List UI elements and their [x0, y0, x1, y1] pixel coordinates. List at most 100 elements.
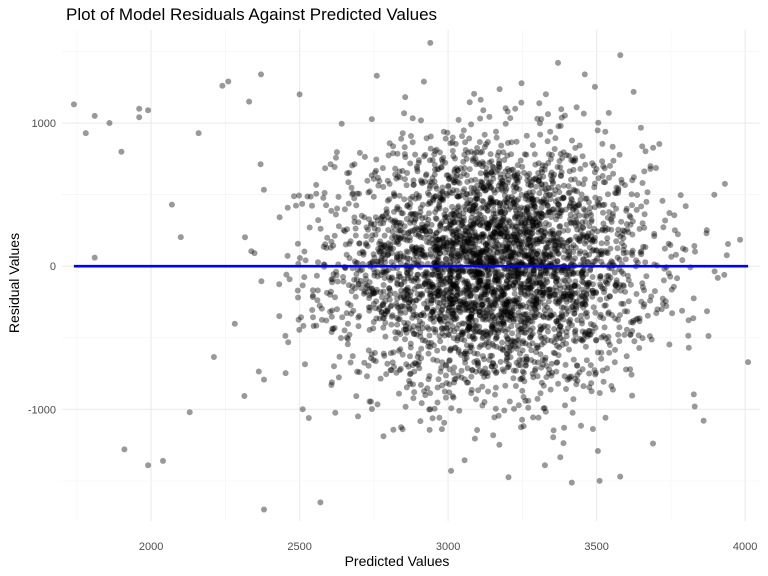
data-point — [491, 277, 498, 284]
data-point — [552, 271, 559, 277]
data-point — [530, 267, 537, 274]
data-point — [583, 238, 590, 245]
data-point — [447, 347, 454, 354]
data-point — [386, 285, 393, 292]
data-point — [575, 180, 582, 187]
data-point — [511, 405, 517, 412]
data-point — [425, 234, 432, 241]
data-point — [459, 268, 466, 274]
data-point — [579, 274, 586, 281]
data-point — [387, 246, 394, 252]
data-point — [636, 315, 643, 322]
data-point — [370, 251, 377, 258]
data-point — [423, 171, 430, 178]
data-point — [484, 329, 491, 336]
data-point — [432, 183, 439, 190]
data-point — [422, 214, 429, 221]
data-point — [454, 193, 461, 200]
data-point — [344, 341, 351, 348]
data-point — [476, 283, 483, 290]
data-point — [447, 274, 454, 281]
data-point — [517, 284, 524, 291]
data-point — [527, 243, 534, 249]
data-point — [363, 289, 370, 296]
data-point — [723, 252, 730, 259]
data-point — [505, 140, 511, 146]
data-point — [593, 247, 600, 254]
data-point — [573, 306, 580, 312]
data-point — [514, 322, 521, 329]
data-point — [385, 152, 392, 159]
data-point — [392, 165, 399, 172]
data-point — [517, 286, 524, 293]
data-point — [526, 236, 533, 243]
data-point — [309, 294, 316, 300]
data-point — [554, 359, 561, 366]
data-point — [532, 176, 539, 183]
data-point — [558, 296, 565, 303]
data-point — [515, 342, 522, 349]
data-point — [464, 365, 471, 372]
data-point — [494, 293, 501, 299]
data-point — [550, 349, 557, 356]
data-point — [371, 349, 378, 356]
data-point — [616, 324, 623, 331]
data-point — [466, 314, 473, 321]
data-point — [462, 348, 469, 355]
data-point — [453, 227, 459, 234]
data-point — [396, 192, 403, 199]
data-point — [481, 131, 488, 138]
data-point — [344, 170, 351, 177]
data-point — [404, 272, 411, 279]
data-point — [484, 139, 491, 145]
data-point — [359, 248, 366, 255]
data-point — [498, 185, 505, 192]
data-point — [473, 195, 480, 202]
data-point — [525, 404, 532, 411]
data-point — [467, 292, 474, 299]
data-point — [492, 273, 499, 280]
data-point — [504, 272, 511, 279]
data-point — [404, 270, 411, 277]
data-point — [618, 179, 625, 186]
data-point — [559, 294, 566, 301]
data-point — [444, 129, 451, 136]
data-point — [490, 242, 497, 249]
data-point — [383, 210, 389, 217]
data-point — [501, 407, 508, 414]
data-point — [536, 190, 543, 197]
data-point — [378, 215, 385, 222]
data-point — [467, 293, 474, 300]
data-point — [490, 257, 497, 264]
data-point — [446, 381, 453, 388]
data-point — [504, 236, 511, 243]
data-point — [460, 289, 467, 296]
data-point — [468, 121, 475, 128]
data-point — [497, 257, 503, 264]
data-point — [577, 196, 584, 203]
data-point — [588, 233, 595, 240]
data-point — [488, 233, 495, 240]
data-point — [529, 189, 536, 195]
data-point — [643, 273, 650, 280]
data-point — [437, 222, 444, 229]
data-point — [455, 228, 462, 235]
data-point — [612, 315, 619, 322]
data-point — [508, 139, 515, 146]
data-point — [499, 180, 506, 187]
data-point — [539, 361, 546, 368]
data-point — [402, 94, 409, 101]
data-point — [503, 228, 510, 235]
data-point — [641, 211, 648, 218]
data-point — [598, 334, 605, 341]
data-point — [509, 200, 516, 207]
data-point — [519, 368, 526, 375]
data-point — [401, 144, 408, 151]
data-point — [444, 321, 451, 328]
data-point — [623, 326, 630, 333]
data-point — [564, 249, 571, 256]
data-point — [255, 368, 262, 375]
data-point — [423, 223, 430, 230]
data-point — [604, 280, 611, 287]
data-point — [516, 296, 523, 302]
